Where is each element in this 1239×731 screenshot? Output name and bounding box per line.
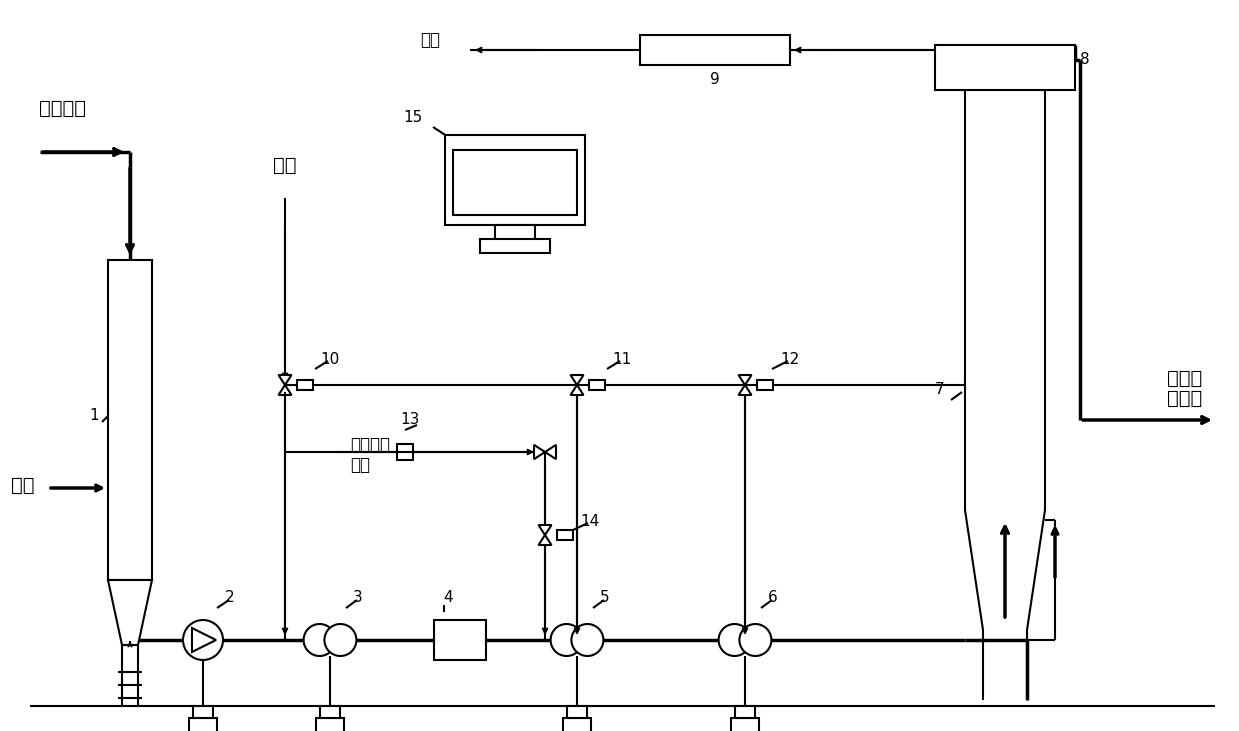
Circle shape (719, 624, 751, 656)
Polygon shape (192, 628, 216, 652)
Circle shape (304, 624, 336, 656)
Text: 2: 2 (225, 591, 235, 605)
Text: 酸液: 酸液 (11, 475, 35, 494)
Bar (396, 444, 413, 460)
Text: 13: 13 (400, 412, 419, 428)
Text: 5: 5 (600, 591, 610, 605)
Bar (297, 380, 313, 390)
Polygon shape (534, 445, 545, 459)
Circle shape (550, 624, 582, 656)
Text: 8: 8 (1080, 53, 1089, 67)
Text: 下一段: 下一段 (1167, 388, 1203, 407)
Bar (190, 718, 217, 731)
Text: 11: 11 (612, 352, 632, 368)
Bar (757, 380, 773, 390)
Text: 臭氧: 臭氧 (274, 156, 297, 175)
Polygon shape (738, 375, 752, 385)
Polygon shape (279, 375, 291, 385)
Text: 蒸汽: 蒸汽 (349, 456, 370, 474)
Bar (641, 35, 790, 65)
Text: 9: 9 (710, 72, 720, 88)
Polygon shape (279, 385, 291, 395)
Circle shape (325, 624, 357, 656)
Text: 纸浆去: 纸浆去 (1167, 368, 1203, 387)
Circle shape (740, 624, 772, 656)
Bar (567, 706, 587, 718)
Polygon shape (539, 525, 551, 535)
Polygon shape (570, 385, 584, 395)
Text: 15: 15 (404, 110, 422, 126)
Text: 7: 7 (935, 382, 945, 398)
Bar (589, 380, 605, 390)
Bar (496, 225, 535, 241)
Bar (479, 239, 550, 253)
Circle shape (571, 624, 603, 656)
Bar (434, 620, 486, 660)
Text: 1: 1 (89, 407, 99, 423)
Text: 纸浆来浆: 纸浆来浆 (38, 99, 85, 118)
Bar (193, 706, 213, 718)
Polygon shape (570, 375, 584, 385)
Bar (320, 706, 339, 718)
Text: 尾气: 尾气 (420, 31, 440, 49)
Text: 14: 14 (580, 515, 600, 529)
Polygon shape (108, 580, 152, 645)
Text: 10: 10 (321, 352, 339, 368)
Bar (108, 260, 152, 580)
Bar (316, 718, 344, 731)
Polygon shape (738, 385, 752, 395)
Text: 12: 12 (781, 352, 799, 368)
Text: 6: 6 (768, 591, 778, 605)
Bar (563, 718, 591, 731)
Polygon shape (545, 445, 556, 459)
Text: 4: 4 (444, 591, 452, 605)
Bar (935, 45, 1075, 90)
Circle shape (183, 620, 223, 660)
Bar (735, 706, 755, 718)
Bar (445, 135, 585, 225)
Bar (731, 718, 760, 731)
Bar (453, 150, 577, 215)
Bar (558, 530, 572, 540)
Text: 3: 3 (353, 591, 363, 605)
Polygon shape (539, 535, 551, 545)
Text: 二氧化氯: 二氧化氯 (349, 436, 390, 454)
